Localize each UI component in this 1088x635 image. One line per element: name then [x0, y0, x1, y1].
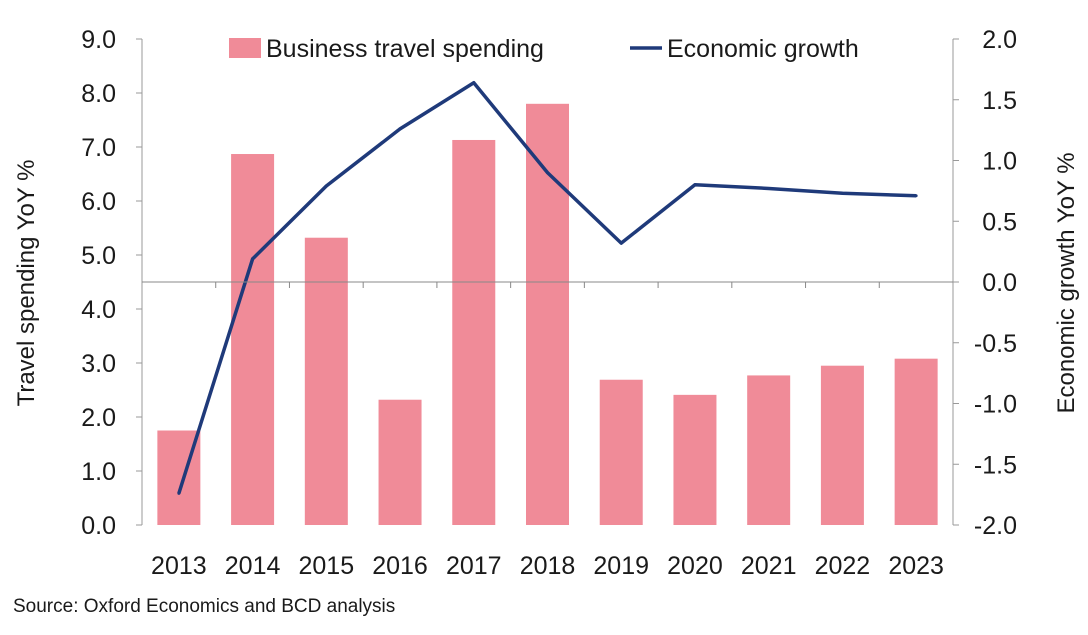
- y-tick-label-right: -0.5: [974, 330, 1017, 358]
- y-tick-label-left: 9.0: [81, 26, 116, 54]
- line-point-2023: [914, 194, 918, 198]
- line-point-2018: [546, 171, 549, 175]
- y-axis-title-left: Travel spending YoY %: [13, 160, 40, 407]
- y-tick-label-left: 2.0: [81, 404, 116, 432]
- legend: Business travel spending Economic growth: [229, 35, 859, 63]
- x-tick-label: 2018: [520, 552, 576, 580]
- x-tick-label: 2014: [225, 552, 281, 580]
- y-tick-label-right: 0.5: [982, 208, 1017, 236]
- bar-2018: [526, 103, 569, 526]
- bar-series: [157, 103, 938, 526]
- bar-2020: [673, 394, 717, 525]
- y-tick-label-right: -2.0: [974, 512, 1017, 540]
- y-tick-label-left: 8.0: [81, 80, 116, 108]
- y-tick-label-left: 0.0: [81, 512, 116, 540]
- axes: 0.0 1.0 2.0 3.0 4.0 5.0 6.0 7.0 8.0 9.0 -2.0 -1.5 -1…: [81, 26, 1017, 580]
- y-tick-label-left: 1.0: [81, 458, 116, 486]
- x-tick-label: 2017: [446, 552, 502, 580]
- y-tick-label-left: 6.0: [81, 188, 116, 216]
- x-tick-label: 2021: [741, 552, 797, 580]
- line-point-2021: [767, 186, 771, 190]
- bar-2017: [452, 139, 496, 526]
- y-tick-label-right: 0.0: [982, 269, 1017, 297]
- line-series: [177, 80, 918, 495]
- line-point-2020: [693, 183, 697, 187]
- line-point-2016: [398, 127, 402, 131]
- line-point-2014: [251, 257, 255, 261]
- bar-2021: [747, 375, 791, 525]
- combo-chart: 0.0 1.0 2.0 3.0 4.0 5.0 6.0 7.0 8.0 9.0 -2.0 -1.5 -1…: [13, 26, 1080, 580]
- bar-2016: [378, 399, 422, 525]
- source-note: Source: Oxford Economics and BCD analysi…: [13, 596, 396, 617]
- line-point-2013: [177, 491, 181, 495]
- y-axis-title-right: Economic growth YoY %: [1053, 152, 1080, 413]
- bar-2014: [231, 154, 275, 525]
- y-tick-label-left: 3.0: [81, 350, 116, 378]
- x-tick-label: 2023: [888, 552, 944, 580]
- y-tick-label-left: 7.0: [81, 134, 116, 162]
- x-tick-label: 2022: [815, 552, 871, 580]
- y-tick-label-left: 4.0: [81, 296, 116, 324]
- y-tick-label-right: 1.5: [982, 87, 1017, 115]
- x-tick-label: 2015: [299, 552, 355, 580]
- y-tick-label-right: 1.0: [982, 148, 1017, 176]
- y-tick-label-right: 2.0: [982, 26, 1017, 54]
- x-tick-label: 2016: [372, 552, 428, 580]
- x-tick-label: 2019: [593, 552, 649, 580]
- legend-swatch-bar: [229, 38, 261, 58]
- legend-label-bar: Business travel spending: [266, 35, 544, 63]
- y-tick-label-left: 5.0: [81, 242, 116, 270]
- bar-2015: [304, 237, 348, 525]
- line-point-2019: [619, 241, 623, 245]
- legend-label-line: Economic growth: [667, 35, 859, 63]
- line-point-2022: [840, 191, 844, 195]
- line-point-2017: [472, 81, 476, 85]
- bar-2023: [894, 358, 938, 525]
- bar-2019: [599, 379, 643, 525]
- bar-2022: [820, 365, 864, 525]
- x-tick-label: 2020: [667, 552, 723, 580]
- x-tick-label: 2013: [151, 552, 207, 580]
- y-tick-label-right: -1.0: [974, 391, 1017, 419]
- y-tick-label-right: -1.5: [974, 451, 1017, 479]
- line-point-2015: [324, 184, 328, 188]
